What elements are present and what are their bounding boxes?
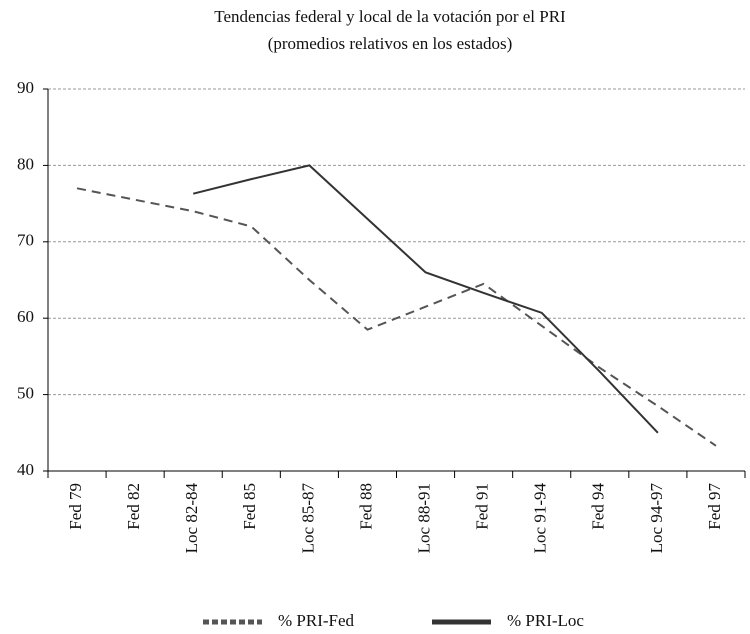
legend-label: % PRI-Fed <box>278 611 355 630</box>
legend-label: % PRI-Loc <box>507 611 584 630</box>
x-tick-label: Loc 91-94 <box>531 483 550 554</box>
x-tick-label: Fed 82 <box>124 483 143 530</box>
x-tick-label: Loc 88-91 <box>414 483 433 553</box>
x-tick-label: Fed 88 <box>356 483 375 530</box>
chart-subtitle: (promedios relativos en los estados) <box>268 34 513 53</box>
chart-title: Tendencias federal y local de la votació… <box>214 7 566 26</box>
x-tick-label: Loc 82-84 <box>182 483 201 554</box>
series-line <box>192 164 659 434</box>
x-tick-label: Loc 85-87 <box>298 483 317 554</box>
x-tick-label: Fed 79 <box>66 483 85 530</box>
y-tick-label: 40 <box>17 460 34 479</box>
x-tick-label: Fed 94 <box>589 483 608 530</box>
x-tick-label: Fed 85 <box>240 483 259 530</box>
y-tick-label: 50 <box>17 384 34 403</box>
y-tick-label: 80 <box>17 154 34 173</box>
series-line <box>76 187 717 447</box>
y-tick-label: 90 <box>17 78 34 97</box>
y-tick-label: 60 <box>17 307 34 326</box>
x-tick-label: Fed 91 <box>473 483 492 530</box>
y-tick-label: 70 <box>17 231 34 250</box>
x-tick-label: Loc 94-97 <box>647 483 666 554</box>
x-tick-label: Fed 97 <box>705 483 724 530</box>
